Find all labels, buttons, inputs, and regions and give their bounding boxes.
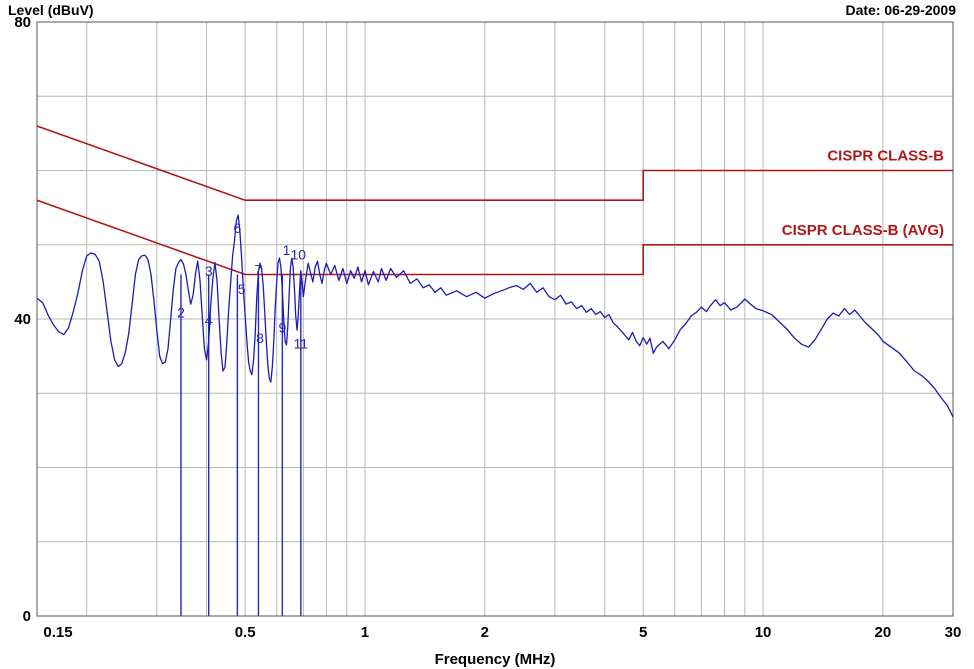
traces	[36, 214, 954, 418]
marker-label: 1	[283, 242, 291, 258]
marker-label: 10	[291, 247, 307, 263]
x-tick-label: 0.15	[43, 624, 72, 641]
limit-label: CISPR CLASS-B (AVG)	[782, 222, 944, 239]
y-tick-label: 80	[14, 14, 31, 31]
limit-line	[36, 199, 953, 276]
marker-label: 11	[294, 336, 309, 352]
x-tick-label: 1	[361, 624, 369, 641]
y-tick-label: 40	[14, 311, 31, 328]
x-tick-label: 2	[481, 624, 489, 641]
limit-label: CISPR CLASS-B	[827, 148, 944, 165]
marker-label: 7	[255, 261, 263, 277]
x-tick-label: 30	[945, 624, 962, 641]
marker-label: 8	[256, 330, 264, 346]
marker-label: 5	[238, 281, 246, 297]
marker-labels: 1 2 3 4 5 6 7 89 10 11	[177, 220, 308, 352]
marker-label: 9	[278, 319, 286, 335]
grid	[37, 22, 954, 616]
x-tick-label: 0.5	[235, 624, 256, 641]
trace-line	[36, 214, 954, 418]
x-tick-label: 20	[875, 624, 892, 641]
marker-label: 4	[205, 312, 213, 328]
x-tick-label: 5	[639, 624, 647, 641]
x-tick-label: 10	[755, 624, 772, 641]
y-axis-label: Level (dBuV)	[8, 2, 94, 18]
marker-label: 6	[233, 220, 241, 236]
marker-label: 3	[205, 263, 213, 279]
tick-labels: 0.15 0.5 1 2 5 10 20 30 0 40 80	[14, 14, 961, 641]
limit-line	[36, 125, 953, 201]
marker-label: 2	[177, 305, 185, 321]
y-tick-label: 0	[23, 608, 31, 625]
date-label: Date: 06-29-2009	[845, 2, 956, 18]
x-axis-label: Frequency (MHz)	[435, 651, 556, 668]
limit-lines: CISPR CLASS-B CISPR CLASS-B (AVG)	[36, 125, 953, 276]
plot-frame	[36, 21, 954, 617]
